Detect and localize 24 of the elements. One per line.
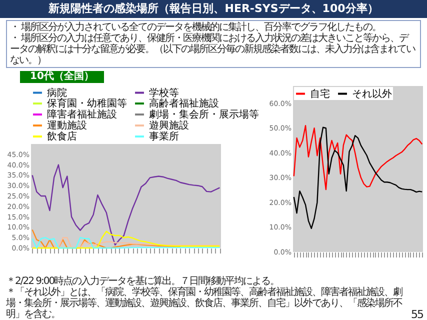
chart-subtitle: 10代（全国） xyxy=(20,71,104,83)
legend-label: 飲食店 xyxy=(47,130,77,142)
chart-title: 新規陽性者の感染場所（報告日別、HER-SYSデータ、100分率） xyxy=(0,0,427,18)
line-series xyxy=(32,164,220,246)
legend-label: 事業所 xyxy=(149,130,179,142)
legend-label: 遊興施設 xyxy=(149,120,189,132)
legend-label: 学校等 xyxy=(149,86,179,99)
legend-label: 病院 xyxy=(47,86,67,99)
text: ・ 場所区分が入力されている全てのデータを機械的に集計し、百分率でグラフ化したもの。 xyxy=(10,22,382,33)
legend-label: 障害者福祉施設 xyxy=(47,108,117,120)
line-series xyxy=(293,125,423,190)
text: ＊2/22 9:00時点の入力データを基に算出。７日間移動平均による。 xyxy=(6,276,280,287)
legend-label: 自宅 xyxy=(310,88,330,100)
legend-label: それ以外 xyxy=(352,88,392,100)
legend-label: 保育園・幼稚園等 xyxy=(47,98,127,110)
line-series xyxy=(293,126,423,230)
text: ・ 場所区分の入力は任意であり、保健所・医療機関における入力状況の差は大きいこと等から、データの解釈には十分な留意が必要。（以下の場所区分毎の新規感染者数には、未入力分は含まれていない。） xyxy=(10,33,416,66)
line-series xyxy=(32,230,220,249)
legend-label: 高齢者福祉施設 xyxy=(149,98,219,110)
legend-label: 運動施設 xyxy=(47,120,87,132)
text: 55 xyxy=(411,308,423,320)
text: ＊「それ以外」とは、「病院、学校等、保育園・幼稚園等、高齢者福祉施設、障害者福祉施設、劇場・集会所・展示場等、運動施設、遊興施設、飲食店、事業所、自宅」以外であり、「感染場所不明」を含む。 xyxy=(6,287,404,320)
line-series xyxy=(32,229,182,249)
legend-label: 劇場・集会所・展示場等 xyxy=(149,108,259,120)
